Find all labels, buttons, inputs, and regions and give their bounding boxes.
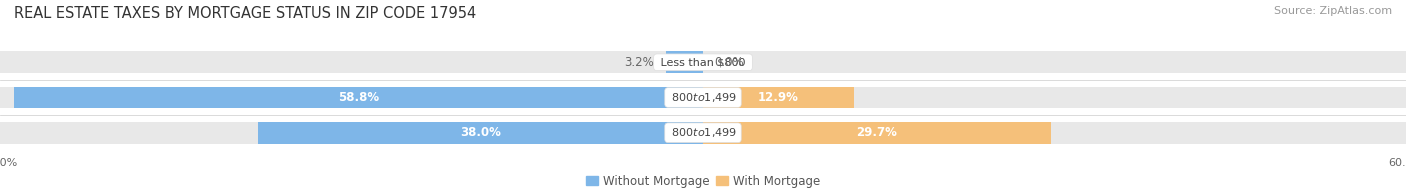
Bar bbox=[14, 87, 703, 108]
Text: 0.0%: 0.0% bbox=[714, 56, 744, 69]
Text: REAL ESTATE TAXES BY MORTGAGE STATUS IN ZIP CODE 17954: REAL ESTATE TAXES BY MORTGAGE STATUS IN … bbox=[14, 6, 477, 21]
Bar bbox=[257, 122, 703, 144]
Bar bbox=[0, 122, 1406, 144]
Bar bbox=[0, 51, 1406, 73]
Text: 3.2%: 3.2% bbox=[624, 56, 654, 69]
Text: Less than $800: Less than $800 bbox=[657, 57, 749, 67]
Bar bbox=[703, 87, 855, 108]
Bar bbox=[665, 51, 703, 73]
Text: 58.8%: 58.8% bbox=[337, 91, 380, 104]
Text: $800 to $1,499: $800 to $1,499 bbox=[668, 126, 738, 139]
Text: 29.7%: 29.7% bbox=[856, 126, 897, 139]
Bar bbox=[703, 122, 1052, 144]
Text: $800 to $1,499: $800 to $1,499 bbox=[668, 91, 738, 104]
Text: Source: ZipAtlas.com: Source: ZipAtlas.com bbox=[1274, 6, 1392, 16]
Bar bbox=[0, 87, 1406, 108]
Text: 12.9%: 12.9% bbox=[758, 91, 799, 104]
Legend: Without Mortgage, With Mortgage: Without Mortgage, With Mortgage bbox=[586, 175, 820, 188]
Text: 38.0%: 38.0% bbox=[460, 126, 501, 139]
